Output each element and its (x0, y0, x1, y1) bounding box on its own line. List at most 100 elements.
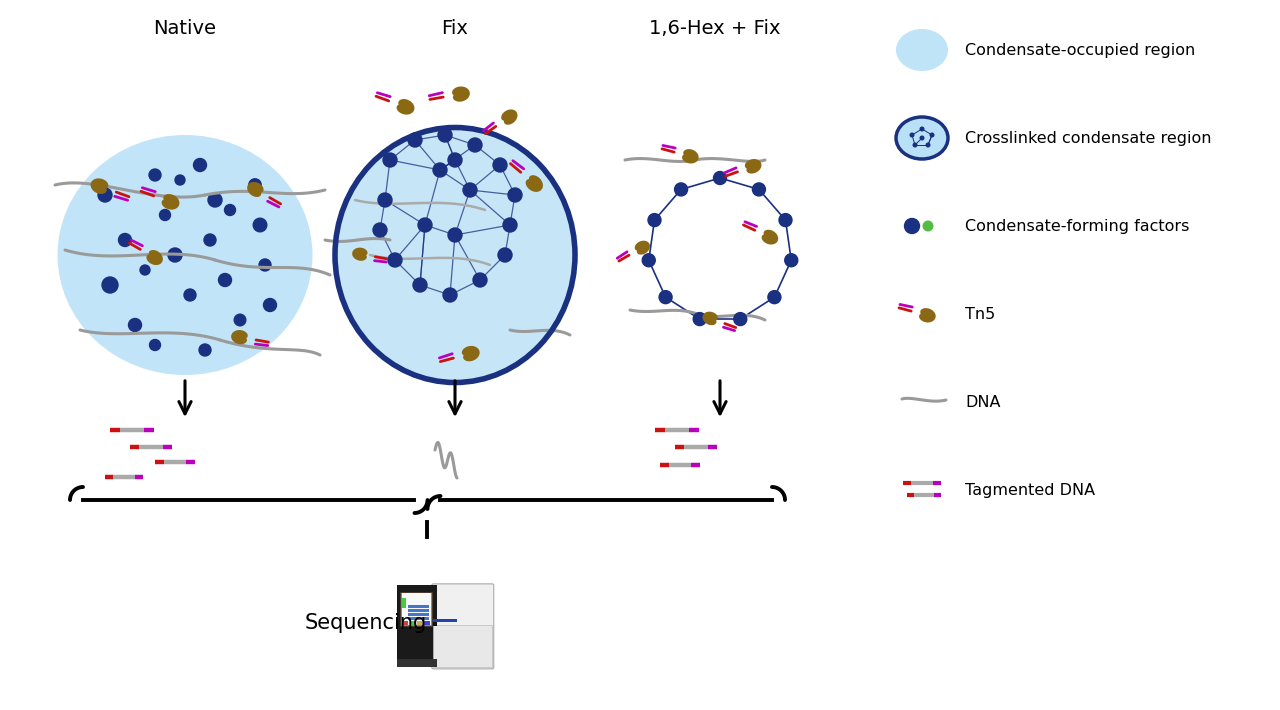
Bar (424, 621, 430, 625)
Text: Native: Native (154, 18, 216, 38)
Bar (401, 592, 433, 626)
Circle shape (713, 172, 727, 185)
Ellipse shape (896, 117, 948, 159)
Circle shape (408, 133, 422, 147)
Circle shape (913, 143, 916, 147)
Circle shape (248, 179, 261, 191)
Polygon shape (232, 330, 248, 344)
Circle shape (659, 290, 672, 304)
Circle shape (253, 218, 266, 231)
Polygon shape (682, 149, 699, 163)
Circle shape (184, 289, 196, 301)
Ellipse shape (58, 135, 312, 375)
Circle shape (694, 312, 707, 326)
Circle shape (99, 188, 113, 202)
Text: Crosslinked condensate region: Crosslinked condensate region (965, 131, 1211, 146)
Circle shape (204, 234, 216, 246)
Circle shape (474, 273, 486, 287)
Circle shape (383, 153, 397, 167)
Circle shape (207, 193, 221, 207)
Circle shape (413, 278, 428, 292)
Circle shape (920, 136, 924, 140)
Text: Sequencing: Sequencing (305, 613, 428, 633)
Circle shape (920, 127, 924, 131)
Circle shape (102, 277, 118, 293)
Circle shape (438, 128, 452, 142)
Circle shape (785, 253, 797, 267)
Circle shape (264, 298, 276, 312)
Circle shape (175, 175, 186, 185)
Circle shape (910, 133, 914, 137)
Bar (408, 605, 429, 608)
Circle shape (733, 312, 746, 326)
Bar (434, 625, 493, 667)
Text: Fix: Fix (442, 18, 468, 38)
Circle shape (224, 204, 236, 216)
Circle shape (468, 138, 483, 152)
Circle shape (448, 153, 462, 167)
Polygon shape (745, 159, 762, 173)
Bar (434, 619, 457, 622)
Circle shape (419, 218, 433, 232)
Circle shape (378, 193, 392, 207)
Text: Condensate-occupied region: Condensate-occupied region (965, 43, 1196, 58)
Circle shape (643, 253, 655, 267)
Polygon shape (452, 87, 470, 102)
Bar (402, 621, 408, 625)
Text: Tagmented DNA: Tagmented DNA (965, 483, 1096, 498)
Circle shape (648, 214, 660, 226)
Text: 1,6-Hex + Fix: 1,6-Hex + Fix (649, 18, 781, 38)
Circle shape (150, 339, 160, 351)
Circle shape (119, 234, 132, 246)
Circle shape (234, 315, 246, 326)
Ellipse shape (335, 128, 575, 383)
Circle shape (219, 273, 232, 287)
Polygon shape (91, 178, 109, 194)
Circle shape (198, 344, 211, 356)
Circle shape (503, 218, 517, 232)
Bar (410, 621, 415, 625)
Polygon shape (462, 346, 480, 361)
Circle shape (443, 288, 457, 302)
Circle shape (433, 163, 447, 177)
Circle shape (372, 223, 387, 237)
Circle shape (259, 259, 271, 271)
Bar (417, 621, 422, 625)
Polygon shape (146, 250, 163, 265)
Circle shape (927, 143, 929, 147)
Polygon shape (703, 312, 718, 325)
Circle shape (128, 319, 142, 332)
Bar (397, 585, 438, 661)
Circle shape (388, 253, 402, 267)
Polygon shape (161, 194, 179, 209)
Circle shape (463, 183, 477, 197)
Bar (402, 598, 406, 608)
Polygon shape (762, 230, 778, 244)
Circle shape (493, 158, 507, 172)
Bar (408, 617, 429, 620)
FancyBboxPatch shape (431, 584, 494, 669)
Circle shape (498, 248, 512, 262)
Circle shape (753, 183, 765, 196)
Circle shape (140, 265, 150, 275)
Bar (402, 593, 431, 625)
Text: DNA: DNA (965, 395, 1001, 410)
Polygon shape (247, 182, 264, 197)
Polygon shape (635, 241, 650, 255)
Circle shape (780, 214, 792, 226)
Circle shape (675, 183, 687, 196)
Bar (434, 622, 438, 626)
Text: Condensate-forming factors: Condensate-forming factors (965, 219, 1189, 234)
Circle shape (448, 228, 462, 242)
Circle shape (923, 222, 933, 231)
Circle shape (905, 219, 919, 234)
Text: Tn5: Tn5 (965, 307, 996, 322)
Circle shape (931, 133, 934, 137)
Polygon shape (352, 248, 367, 261)
Circle shape (148, 169, 161, 181)
Polygon shape (397, 99, 415, 114)
Circle shape (160, 209, 170, 221)
Circle shape (768, 290, 781, 304)
Circle shape (193, 158, 206, 172)
Bar (408, 613, 429, 616)
